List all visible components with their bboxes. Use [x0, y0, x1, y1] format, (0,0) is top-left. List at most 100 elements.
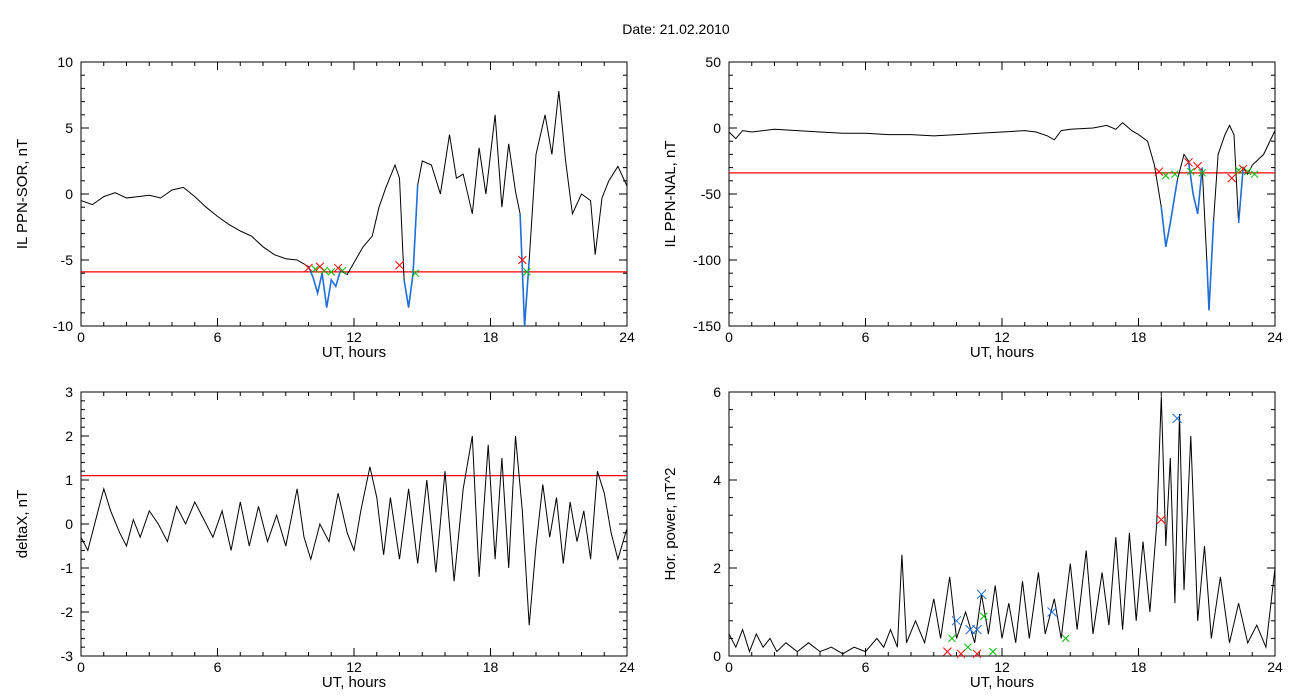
- x-tick-label: 12: [346, 659, 362, 675]
- y-tick-label: 10: [57, 54, 73, 70]
- end-marker: [1154, 167, 1164, 176]
- y-tick-label: -1: [61, 560, 74, 576]
- highlight-segment: [307, 266, 342, 308]
- start-marker: [1243, 167, 1252, 176]
- highlight-segment: [1160, 180, 1178, 247]
- end-marker: [1227, 173, 1237, 183]
- start-marker: [1198, 169, 1207, 177]
- end-marker: [333, 263, 343, 273]
- series-line: [729, 122, 1275, 311]
- y-tick-label: 6: [713, 384, 721, 400]
- x-tick-label: 12: [994, 659, 1010, 675]
- start-marker: [523, 268, 531, 276]
- figure-title: Date: 21.02.2010: [622, 21, 730, 37]
- start-marker: [979, 612, 988, 621]
- y-axis-label: IL PPN-NAL, nT: [662, 141, 679, 248]
- start-marker: [411, 269, 420, 278]
- x-axis-label: UT, hours: [970, 344, 1034, 361]
- start-marker: [338, 266, 347, 275]
- y-tick-label: -5: [61, 252, 74, 268]
- x-tick-label: 18: [1131, 659, 1147, 675]
- y-tick-label: -2: [61, 604, 74, 620]
- panel-sor: 0 6 12 18 24 -10 -5 0 5 10 UT, hours IL PPN-SOR, nT: [14, 54, 635, 361]
- peak-marker: [951, 615, 962, 626]
- y-tick-label: 1: [65, 472, 73, 488]
- y-axis-label: Hor. power, nT^2: [662, 468, 679, 581]
- x-tick-label: 6: [862, 659, 870, 675]
- highlight-segment: [519, 213, 530, 326]
- start-marker: [311, 265, 320, 274]
- highlight-segment: [403, 184, 419, 308]
- x-tick-label: 0: [725, 659, 733, 675]
- highlight-segment: [1187, 160, 1203, 214]
- x-tick-label: 18: [1131, 329, 1147, 345]
- start-marker: [327, 268, 336, 276]
- y-tick-label: 0: [65, 516, 73, 532]
- start-marker: [1186, 167, 1195, 176]
- x-tick-label: 24: [1267, 659, 1283, 675]
- end-marker: [1238, 164, 1248, 174]
- y-tick-label: 0: [713, 120, 721, 136]
- end-marker: [972, 649, 982, 659]
- plot-frame: [80, 391, 628, 657]
- y-tick-label: -50: [701, 186, 721, 202]
- x-tick-label: 24: [619, 659, 635, 675]
- panel-nal: 0 6 12 18 24 -150 -100 -50 0 50 UT, hours IL PPN-NA…: [662, 54, 1283, 361]
- y-tick-label: -3: [61, 648, 74, 664]
- x-tick-label: 0: [725, 329, 733, 345]
- start-marker: [1171, 170, 1179, 179]
- end-marker: [1193, 161, 1203, 171]
- start-marker: [1061, 634, 1070, 643]
- end-marker: [956, 649, 966, 659]
- end-marker: [1156, 515, 1166, 524]
- y-tick-label: 4: [713, 472, 721, 488]
- x-tick-label: 6: [214, 659, 222, 675]
- end-marker: [395, 260, 404, 270]
- x-tick-label: 18: [483, 659, 499, 675]
- plot-frame: [728, 391, 1276, 657]
- highlight-segment: [1206, 220, 1215, 311]
- y-axis-label: deltaX, nT: [14, 490, 31, 558]
- peak-marker: [976, 589, 987, 600]
- peak-marker: [972, 624, 982, 635]
- start-marker: [989, 647, 997, 656]
- plot-frame: [80, 61, 628, 327]
- start-marker: [964, 643, 972, 652]
- end-marker: [315, 262, 325, 271]
- series-line: [729, 396, 1275, 655]
- x-tick-label: 12: [994, 329, 1010, 345]
- y-tick-label: -100: [693, 252, 721, 268]
- y-tick-label: 3: [65, 384, 73, 400]
- x-tick-label: 0: [77, 659, 85, 675]
- y-tick-label: 2: [65, 428, 73, 444]
- y-tick-label: 50: [705, 54, 721, 70]
- peak-marker: [1172, 413, 1183, 424]
- y-tick-label: 0: [65, 186, 73, 202]
- x-axis-label: UT, hours: [322, 344, 386, 361]
- y-axis-label: IL PPN-SOR, nT: [14, 139, 31, 249]
- start-marker: [1234, 166, 1243, 175]
- series-line: [81, 435, 627, 626]
- end-marker: [517, 255, 527, 265]
- x-tick-label: 24: [1267, 329, 1283, 345]
- x-axis-label: UT, hours: [322, 674, 386, 691]
- x-axis-label: UT, hours: [970, 674, 1034, 691]
- y-tick-label: -10: [53, 318, 73, 334]
- x-tick-label: 6: [862, 329, 870, 345]
- x-tick-label: 0: [77, 329, 85, 345]
- y-tick-label: 5: [65, 120, 73, 136]
- highlight-segment: [1237, 167, 1244, 224]
- x-tick-label: 24: [619, 329, 635, 345]
- peak-marker: [965, 624, 976, 635]
- x-tick-label: 12: [346, 329, 362, 345]
- end-marker: [1184, 157, 1193, 167]
- peak-marker: [1047, 607, 1057, 617]
- start-marker: [948, 634, 956, 643]
- x-tick-label: 6: [214, 329, 222, 345]
- end-marker: [304, 263, 313, 273]
- y-tick-label: -150: [693, 318, 721, 334]
- x-tick-label: 18: [483, 329, 499, 345]
